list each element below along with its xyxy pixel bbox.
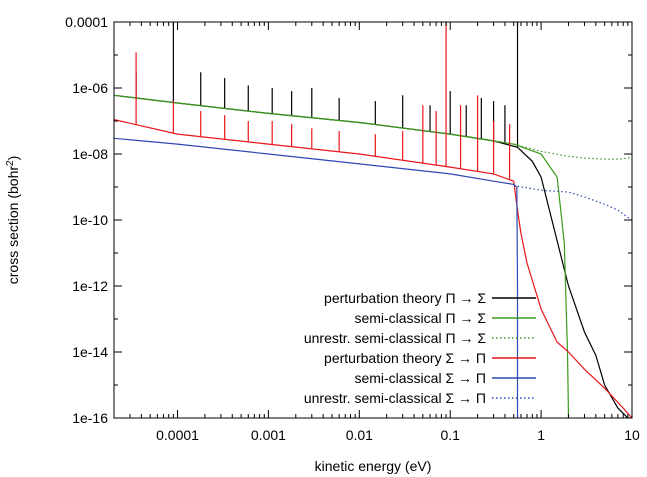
legend-label-1: semi-classical Π → Σ (354, 310, 486, 326)
x-tick-label: 0.1 (440, 427, 460, 443)
y-tick-label: 1e-08 (72, 146, 108, 162)
y-tick-label: 1e-16 (72, 410, 108, 426)
y-tick-label: 1e-06 (72, 80, 108, 96)
legend-label-2: unrestr. semi-classical Π → Σ (304, 330, 486, 346)
series-line-3 (114, 119, 632, 418)
y-axis-title-prefix: cross section (bohr (5, 166, 21, 285)
series-line-5 (513, 185, 632, 221)
series-layer (114, 22, 632, 418)
legend-label-4: semi-classical Σ → Π (354, 370, 486, 386)
x-tick-label: 0.001 (251, 427, 286, 443)
y-tick-label: 1e-14 (72, 344, 108, 360)
y-axis-title-sup: 2 (5, 160, 16, 166)
x-tick-label: 0.01 (346, 427, 373, 443)
y-tick-label: 1e-10 (72, 212, 108, 228)
x-tick-label: 10 (624, 427, 640, 443)
legend: perturbation theory Π → Σ semi-classical … (304, 290, 536, 406)
series-line-2 (513, 143, 632, 160)
y-tick-label: 0.0001 (65, 14, 108, 30)
y-tick-label: 1e-12 (72, 278, 108, 294)
legend-label-0: perturbation theory Π → Σ (324, 290, 486, 306)
x-axis-title: kinetic energy (eV) (315, 458, 432, 474)
ticks-layer: 0.0001 0.001 0.01 0.1 1 10 1e-16 1e-14 1e-12 1e-1… (65, 14, 640, 443)
legend-label-3: perturbation theory Σ → Π (324, 350, 486, 366)
x-tick-label: 1 (537, 427, 545, 443)
y-axis-title: cross section (bohr2) (5, 156, 22, 285)
y-axis-title-suffix: ) (5, 156, 21, 161)
legend-label-5: unrestr. semi-classical Σ → Π (304, 390, 486, 406)
x-tick-label: 0.0001 (156, 427, 199, 443)
series-line-4 (114, 137, 519, 418)
